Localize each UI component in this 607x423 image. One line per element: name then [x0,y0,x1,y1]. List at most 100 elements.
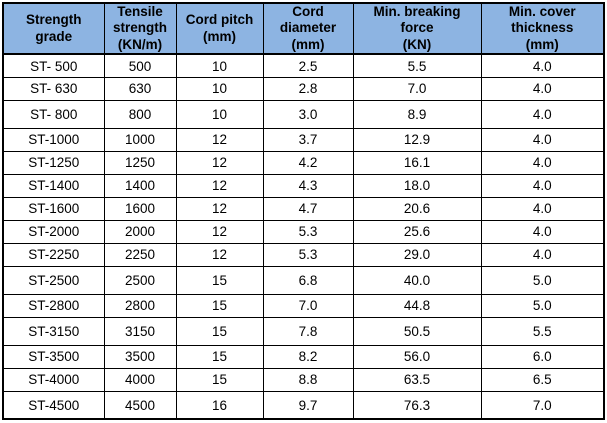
table-cell: 15 [175,344,264,369]
table-cell: 2250 [103,242,177,267]
table-cell: 18.0 [352,173,482,198]
table-cell: 800 [103,99,177,129]
table-cell: 12 [175,196,264,221]
column-header-4: Cord diameter (mm) [262,2,354,56]
table-cell: ST-3150 [2,316,105,346]
table-cell: 4.0 [480,53,605,78]
table-cell: ST-4000 [2,367,105,392]
table-row: ST-3500 3500 15 8.2 56.0 6.0 [2,344,605,369]
table-cell: 12 [175,173,264,198]
table-cell: 15 [175,316,264,346]
table-row: ST-1250 1250 12 4.2 16.1 4.0 [2,150,605,175]
table-cell: ST- 800 [2,99,105,129]
table-header-row: Strength grade Tensile strength (KN/m) Cor… [2,2,605,56]
table-cell: 12 [175,219,264,244]
table-cell: 3.0 [262,99,354,129]
table-cell: 12.9 [352,127,482,152]
table-cell: 29.0 [352,242,482,267]
table-cell: 2.8 [262,76,354,101]
table-row: ST- 630 630 10 2.8 7.0 4.0 [2,76,605,101]
table-cell: 1000 [103,127,177,152]
table-cell: 2.5 [262,53,354,78]
table-cell: 7.0 [262,293,354,318]
column-header-3: Cord pitch (mm) [175,2,264,56]
table-header: Strength grade Tensile strength (KN/m) Cor… [2,2,605,56]
table-cell: 4.2 [262,150,354,175]
table-cell: 4.0 [480,196,605,221]
table-cell: ST-4500 [2,390,105,420]
table-cell: 4.3 [262,173,354,198]
table-cell: ST-2500 [2,265,105,295]
table-cell: 4.0 [480,99,605,129]
table-cell: ST-2250 [2,242,105,267]
table-cell: 5.5 [480,316,605,346]
table-cell: 1600 [103,196,177,221]
table-cell: 3150 [103,316,177,346]
table-row: ST-4500 4500 16 9.7 76.3 7.0 [2,390,605,420]
table-cell: 8.8 [262,367,354,392]
table-cell: 12 [175,242,264,267]
table-body: ST- 500 500 10 2.5 5.5 4.0 ST- 630 630 10 2.8 7.0 4… [2,53,605,420]
table-cell: 3500 [103,344,177,369]
table-cell: 10 [175,99,264,129]
table-cell: 40.0 [352,265,482,295]
table-cell: ST-1400 [2,173,105,198]
table-cell: 15 [175,367,264,392]
table-row: ST-2250 2250 12 5.3 29.0 4.0 [2,242,605,267]
table-cell: 9.7 [262,390,354,420]
table-cell: 44.8 [352,293,482,318]
table-cell: 5.0 [480,265,605,295]
table-cell: 10 [175,53,264,78]
table-cell: 4500 [103,390,177,420]
table-cell: ST-2000 [2,219,105,244]
table-cell: 5.5 [352,53,482,78]
table-cell: 4.0 [480,76,605,101]
table-cell: ST-1600 [2,196,105,221]
table-cell: 4.0 [480,173,605,198]
table-cell: 6.8 [262,265,354,295]
table-cell: 12 [175,127,264,152]
table-cell: 5.3 [262,219,354,244]
table-cell: 630 [103,76,177,101]
table-cell: 15 [175,265,264,295]
table-cell: 16 [175,390,264,420]
table-cell: 4.0 [480,127,605,152]
table-cell: 25.6 [352,219,482,244]
table-cell: 20.6 [352,196,482,221]
table-cell: 4.0 [480,150,605,175]
table-cell: 56.0 [352,344,482,369]
column-header-5: Min. breaking force (KN) [352,2,482,56]
table-cell: ST- 500 [2,53,105,78]
table-cell: 50.5 [352,316,482,346]
table-cell: 3.7 [262,127,354,152]
table-cell: 6.5 [480,367,605,392]
table-cell: 2800 [103,293,177,318]
table-cell: ST- 630 [2,76,105,101]
table-cell: 1400 [103,173,177,198]
table-cell: 5.3 [262,242,354,267]
table-cell: 1250 [103,150,177,175]
table-cell: 8.9 [352,99,482,129]
table-cell: ST-1000 [2,127,105,152]
table-cell: ST-2800 [2,293,105,318]
table-cell: 5.0 [480,293,605,318]
table-cell: 7.8 [262,316,354,346]
table-cell: 6.0 [480,344,605,369]
table-cell: 8.2 [262,344,354,369]
table-row: ST-1400 1400 12 4.3 18.0 4.0 [2,173,605,198]
table-cell: 2000 [103,219,177,244]
table-cell: 16.1 [352,150,482,175]
table-row: ST-4000 4000 15 8.8 63.5 6.5 [2,367,605,392]
table-cell: 63.5 [352,367,482,392]
table-row: ST-2000 2000 12 5.3 25.6 4.0 [2,219,605,244]
table-row: ST-1600 1600 12 4.7 20.6 4.0 [2,196,605,221]
table-cell: ST-1250 [2,150,105,175]
table-row: ST-3150 3150 15 7.8 50.5 5.5 [2,316,605,346]
table-cell: 76.3 [352,390,482,420]
table-row: ST- 500 500 10 2.5 5.5 4.0 [2,53,605,78]
table-cell: 4.0 [480,219,605,244]
column-header-1: Strength grade [2,2,105,56]
table-row: ST-2500 2500 15 6.8 40.0 5.0 [2,265,605,295]
table-cell: 15 [175,293,264,318]
